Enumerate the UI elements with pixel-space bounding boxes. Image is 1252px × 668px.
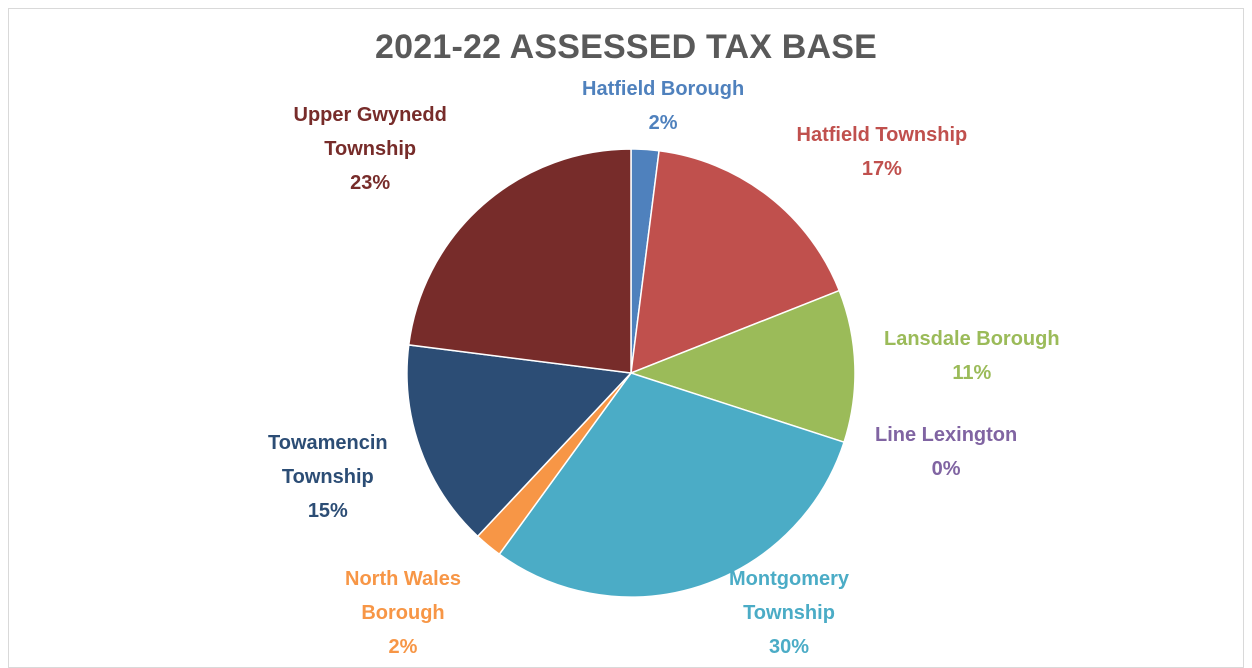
slice-label-0: Hatfield Borough 2% xyxy=(582,72,744,140)
slice-label-2: Lansdale Borough 11% xyxy=(884,322,1060,390)
slice-label-line: Montgomery xyxy=(729,568,849,590)
pie-slice-6 xyxy=(406,344,633,538)
pie-slice-4 xyxy=(498,372,845,598)
slice-percent: 0% xyxy=(931,458,961,480)
slice-label-7: Upper Gwynedd Township 23% xyxy=(294,98,447,200)
slice-label-line: Line Lexington xyxy=(875,424,1018,446)
slice-label-4: Montgomery Township 30% xyxy=(729,562,849,664)
pie-slice-2 xyxy=(628,289,856,444)
slice-label-line: Hatfield Township xyxy=(796,124,968,146)
slice-percent: 2% xyxy=(648,112,678,134)
chart-title: 2021-22 ASSESSED TAX BASE xyxy=(375,28,877,66)
slice-label-1: Hatfield Township 17% xyxy=(797,118,968,186)
slice-label-line: Lansdale Borough xyxy=(884,328,1060,350)
slice-label-line: Upper Gwynedd xyxy=(293,104,447,126)
slice-label-3: Line Lexington 0% xyxy=(875,418,1017,486)
slice-percent: 17% xyxy=(861,158,902,180)
pie-slice-7 xyxy=(407,148,632,374)
slice-label-5: North Wales Borough 2% xyxy=(345,562,461,664)
slice-percent: 2% xyxy=(388,636,418,658)
slice-label-line: Township xyxy=(281,466,374,488)
slice-label-line: Borough xyxy=(361,602,445,624)
slice-percent: 11% xyxy=(952,362,992,384)
slice-label-line: Township xyxy=(324,138,417,160)
slice-label-line: North Wales xyxy=(345,568,461,590)
slice-percent: 15% xyxy=(307,500,348,522)
slice-percent: 30% xyxy=(768,636,810,658)
slice-label-line: Towamencin xyxy=(268,432,388,454)
slice-label-line: Hatfield Borough xyxy=(582,78,745,100)
slice-label-line: Township xyxy=(743,602,835,624)
slice-label-6: Towamencin Township 15% xyxy=(268,426,388,528)
slice-percent: 23% xyxy=(350,172,391,194)
pie-slice-1 xyxy=(630,149,841,375)
